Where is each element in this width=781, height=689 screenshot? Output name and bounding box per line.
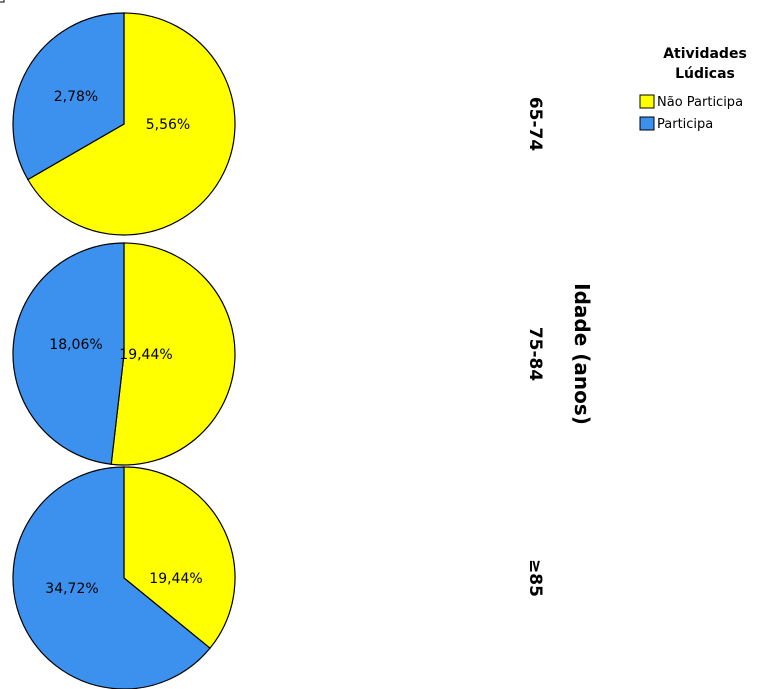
- pie-slice-participa: [12, 466, 211, 689]
- pie-slice-nao-participa: [123, 466, 236, 650]
- pie-panel-3: 19,44% 34,72% ≥85: [0, 0, 545, 689]
- pie-panels: 5,56% 2,78% 65-74 19,44% 18,06% 75-84 19,44% 34…: [0, 0, 545, 689]
- pie-slice-participa: [12, 12, 125, 181]
- legend-title-line-2: Lúdicas: [675, 66, 735, 82]
- pie-panel-1: 5,56% 2,78% 65-74: [0, 0, 545, 236]
- slice-label-text: 5,56%: [146, 117, 190, 133]
- slice-label-text: 18,06%: [49, 337, 102, 353]
- pie-slice-nao-participa: [110, 242, 236, 466]
- pie-panel-2: 19,44% 18,06% 75-84: [0, 0, 545, 466]
- legend-swatch-participa: [639, 116, 655, 131]
- panel-label-3: ≥85: [525, 559, 545, 597]
- slice-label-text: 19,44%: [149, 571, 202, 587]
- legend-label-participa: Participa: [657, 117, 713, 132]
- slice-label-text: 2,78%: [54, 89, 98, 105]
- slice-label-text: 19,44%: [119, 347, 172, 363]
- legend: Atividades Lúdicas Não Participa Partici…: [639, 46, 747, 132]
- facet-axis-title: Idade (anos): [570, 283, 594, 425]
- slice-label-box: [0, 0, 5, 3]
- legend-title-line-1: Atividades: [663, 46, 747, 62]
- panel-label-2: 75-84: [525, 327, 545, 382]
- pie-slice-participa: [12, 242, 125, 465]
- legend-swatch-nao-participa: [639, 94, 655, 109]
- pie-slice-nao-participa: [27, 12, 236, 236]
- legend-label-nao-participa: Não Participa: [657, 95, 743, 110]
- slice-label-participa: 34,72%: [0, 0, 99, 597]
- panel-label-1: 65-74: [525, 97, 545, 152]
- slice-label-text: 34,72%: [45, 581, 98, 597]
